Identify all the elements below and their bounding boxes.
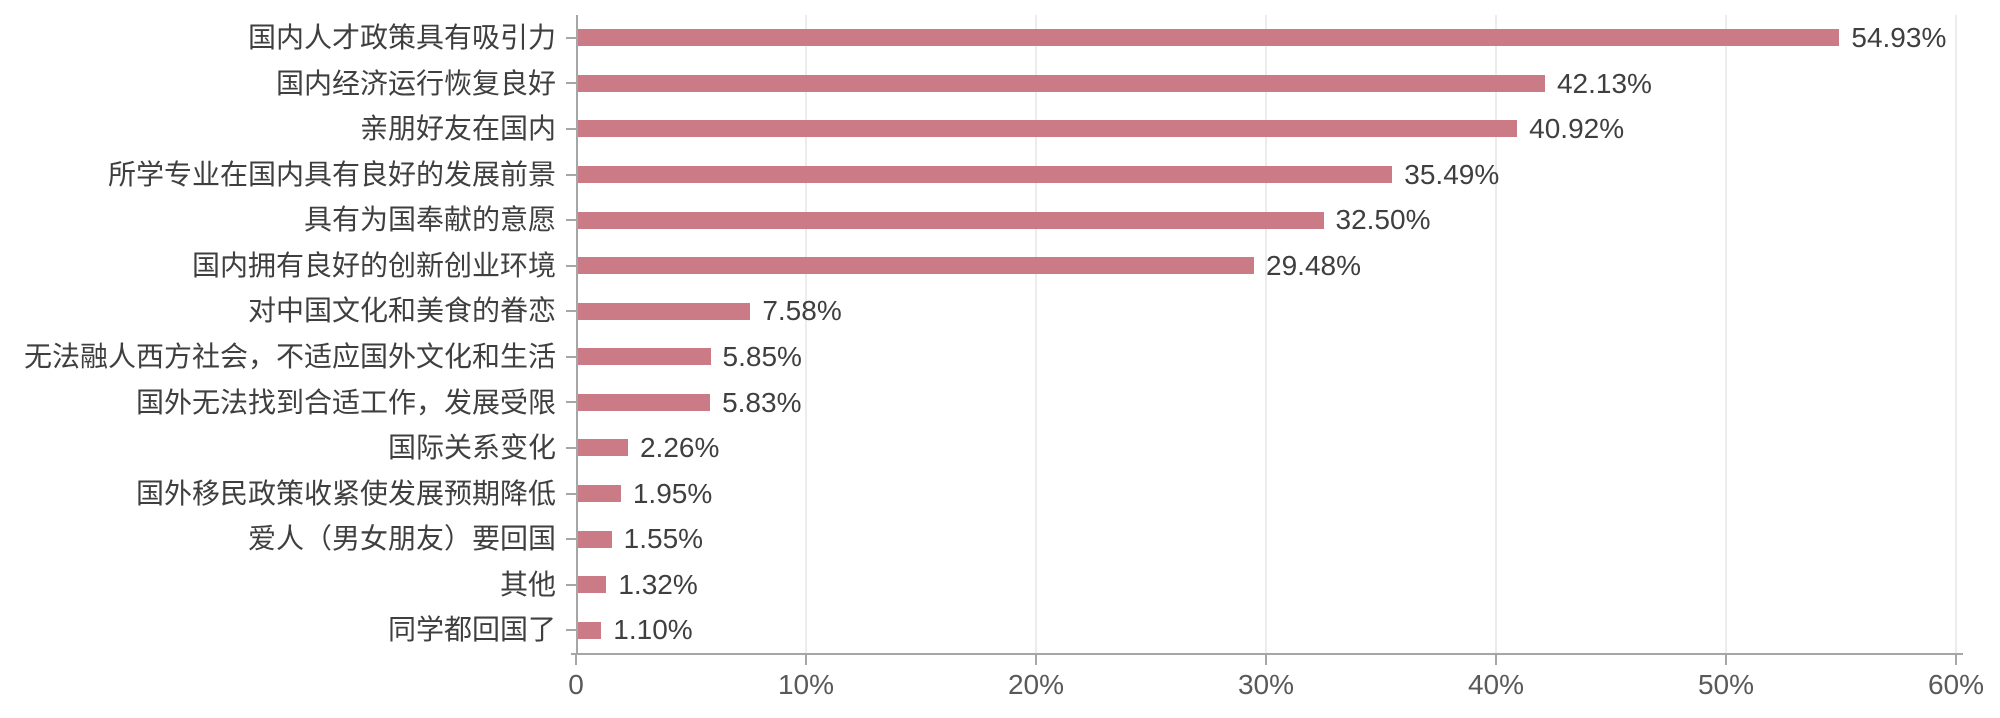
value-label: 29.48% (1266, 249, 1361, 281)
category-label: 国内拥有良好的创新创业环境 (191, 249, 556, 281)
x-axis-line (571, 653, 1963, 655)
y-axis-tick (566, 629, 576, 632)
category-label: 国外无法找到合适工作，发展受限 (135, 386, 556, 418)
bar (578, 576, 607, 594)
x-axis-tick-label: 20% (1007, 669, 1065, 700)
value-label: 5.85% (722, 341, 802, 372)
x-axis-tick (575, 655, 577, 665)
y-axis-tick (566, 446, 576, 449)
category-label: 具有为国奉献的意愿 (303, 204, 556, 236)
x-axis-tick-label: 60% (1927, 669, 1985, 700)
value-label: 42.13% (1556, 67, 1652, 99)
value-label: 1.55% (623, 523, 704, 555)
category-label: 国外移民政策收紧使发展预期降低 (135, 477, 556, 509)
bar (578, 530, 612, 548)
category-label: 同学都回国了 (387, 614, 556, 646)
x-axis-tick (1495, 655, 1497, 665)
bar (578, 74, 1545, 92)
gridline (805, 15, 807, 653)
x-axis-tick-label: 0 (568, 669, 584, 700)
category-label: 国际关系变化 (387, 432, 556, 464)
bar (578, 120, 1518, 138)
value-label: 1.95% (632, 477, 713, 509)
y-axis-tick (566, 173, 576, 176)
bar (578, 393, 711, 411)
y-axis-tick (566, 264, 576, 267)
category-label: 亲朋好友在国内 (359, 113, 556, 145)
category-label: 对中国文化和美食的眷恋 (247, 295, 556, 327)
category-label: 其他 (499, 568, 556, 600)
value-label: 5.83% (722, 386, 802, 418)
category-label: 国内人才政策具有吸引力 (247, 22, 556, 53)
value-label: 1.32% (618, 568, 698, 600)
category-label: 爱人（男女朋友）要回国 (247, 523, 556, 555)
x-axis-tick (1725, 655, 1727, 665)
y-axis-tick (566, 355, 576, 358)
x-axis-tick (1955, 655, 1957, 665)
y-axis-line (576, 15, 578, 653)
bar (578, 621, 602, 639)
y-axis-tick (566, 538, 576, 541)
value-label: 35.49% (1404, 158, 1500, 190)
bar (578, 485, 621, 502)
gridline (1265, 15, 1267, 653)
bar (578, 29, 1840, 47)
y-axis-tick (566, 310, 576, 313)
gridline (1495, 15, 1497, 653)
y-axis-tick (566, 492, 576, 495)
bar (578, 257, 1255, 275)
value-label: 54.93% (1851, 22, 1947, 53)
bar (578, 302, 751, 320)
value-label: 1.10% (613, 614, 693, 646)
value-label: 32.50% (1335, 204, 1431, 236)
x-axis-tick (1265, 655, 1267, 665)
bar (578, 439, 628, 457)
gridline (1035, 15, 1037, 653)
y-axis-tick (566, 127, 576, 130)
category-label: 国内经济运行恢复良好 (275, 67, 556, 99)
bar (578, 348, 711, 366)
x-axis-tick-label: 30% (1237, 669, 1295, 700)
x-axis-tick (805, 655, 807, 665)
y-axis-tick (566, 401, 576, 404)
x-axis-tick-label: 50% (1697, 669, 1755, 700)
y-axis-tick (566, 36, 576, 39)
y-axis-tick (566, 583, 576, 586)
bar (578, 166, 1393, 183)
gridline (1955, 15, 1957, 653)
value-label: 40.92% (1529, 113, 1625, 145)
y-axis-tick (566, 219, 576, 222)
y-axis-tick (566, 82, 576, 85)
bar (578, 211, 1324, 229)
category-label: 无法融人西方社会，不适应国外文化和生活 (23, 341, 556, 372)
x-axis-tick-label: 10% (777, 669, 835, 700)
x-axis-tick (1035, 655, 1037, 665)
gridline (1725, 15, 1727, 653)
x-axis-tick-label: 40% (1467, 669, 1525, 700)
category-label: 所学专业在国内具有良好的发展前景 (107, 158, 556, 190)
value-label: 2.26% (639, 432, 720, 464)
value-label: 7.58% (762, 295, 842, 327)
